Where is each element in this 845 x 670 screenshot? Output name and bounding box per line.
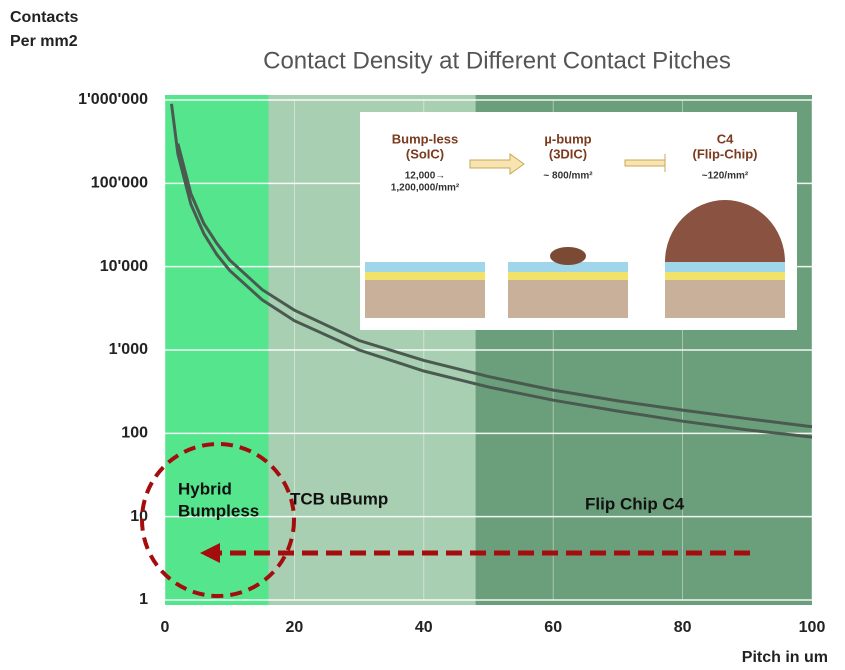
inset-title: (Flip-Chip) [693,146,758,161]
die-layer [508,272,628,280]
y-tick-label: 1 [139,591,148,608]
y-axis-label: Contacts [10,9,79,26]
curve [176,143,813,429]
inset-title: C4 [717,131,734,146]
x-tick-label: 80 [674,619,692,636]
y-tick-label: 10 [130,508,148,525]
inset-arrow [469,153,525,175]
y-tick-label: 1'000'000 [78,91,148,108]
y-axis-label: Per mm2 [10,33,78,50]
arrow-head [200,543,220,563]
x-tick-label: 40 [415,619,433,636]
y-tick-label: 10'000 [100,258,148,275]
die-layer [508,262,628,272]
region-label: Flip Chip C4 [585,494,685,513]
die-si [508,280,628,318]
die-layer [365,262,485,272]
inset-density: ~120/mm² [702,171,749,182]
x-axis-label: Pitch in um [742,649,828,666]
die-layer [665,262,785,272]
region-label: Bumpless [178,501,259,520]
bump [665,200,785,262]
die-si [365,280,485,318]
bump [550,247,586,265]
inset-title: µ-bump [544,131,591,146]
curve [170,103,813,439]
region-label: TCB uBump [290,489,388,508]
inset-density: ~ 800/mm² [543,171,593,182]
highlight-circle [140,442,296,598]
x-tick-label: 100 [799,619,826,636]
inset-title: (3DIC) [549,146,587,161]
chart-title: Contact Density at Different Contact Pit… [263,47,731,74]
inset-title: Bump-less [392,131,458,146]
inset: Bump-less(SoIC) 12,000→1,200,000/mm² µ-bum… [360,112,797,330]
y-tick-label: 100'000 [91,175,148,192]
x-tick-label: 20 [286,619,304,636]
die-layer [665,272,785,280]
inset-density: 1,200,000/mm² [391,183,460,194]
y-tick-label: 1'000 [109,341,149,358]
y-tick-label: 100 [121,425,148,442]
die-si [665,280,785,318]
region-label: Hybrid [178,479,232,498]
inset-title: (SoIC) [406,146,444,161]
x-tick-label: 60 [544,619,562,636]
x-tick-label: 0 [161,619,170,636]
inset-density: 12,000→ [405,171,446,182]
die-layer [365,272,485,280]
inset-arrow [624,154,666,172]
